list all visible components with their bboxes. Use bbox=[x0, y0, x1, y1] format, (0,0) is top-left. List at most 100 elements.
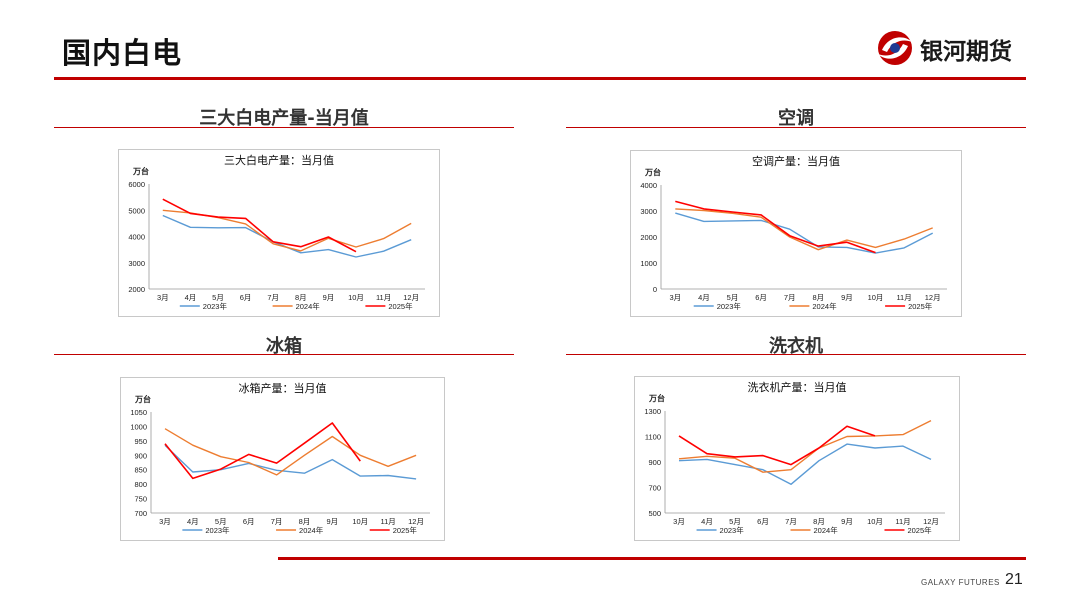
x-tick-label: 4月 bbox=[187, 517, 199, 526]
legend-label: 2023年 bbox=[720, 525, 745, 535]
y-axis-unit: 万台 bbox=[134, 394, 151, 404]
x-tick-label: 3月 bbox=[157, 293, 169, 302]
y-tick-label: 850 bbox=[134, 466, 147, 475]
x-tick-label: 10月 bbox=[867, 517, 883, 526]
series-line-2024年 bbox=[675, 208, 933, 251]
x-tick-label: 5月 bbox=[212, 293, 224, 302]
x-tick-label: 6月 bbox=[240, 293, 252, 302]
x-tick-label: 12月 bbox=[925, 293, 941, 302]
section-divider bbox=[54, 354, 514, 355]
y-axis-unit: 万台 bbox=[648, 393, 665, 403]
series-line-2023年 bbox=[164, 444, 417, 480]
y-tick-label: 750 bbox=[134, 495, 147, 504]
x-tick-label: 12月 bbox=[923, 517, 939, 526]
y-tick-label: 0 bbox=[653, 285, 657, 294]
y-tick-label: 800 bbox=[134, 480, 147, 489]
section-heading-total: 三大白电产量-当月值 bbox=[199, 108, 369, 129]
y-tick-label: 4000 bbox=[128, 233, 145, 242]
section-divider bbox=[566, 354, 1026, 355]
x-tick-label: 3月 bbox=[673, 517, 685, 526]
page-number: 21 bbox=[1005, 571, 1023, 588]
x-tick-label: 7月 bbox=[784, 293, 796, 302]
x-tick-label: 5月 bbox=[727, 293, 739, 302]
x-tick-label: 10月 bbox=[348, 293, 364, 302]
x-tick-label: 5月 bbox=[215, 517, 227, 526]
legend-label: 2025年 bbox=[388, 301, 413, 311]
section-heading-fridge: 冰箱 bbox=[266, 336, 302, 357]
legend-label: 2025年 bbox=[393, 525, 418, 535]
section-divider bbox=[566, 127, 1026, 128]
series-line-2025年 bbox=[164, 422, 361, 480]
series-line-2024年 bbox=[164, 428, 417, 476]
brand-name: 银河期货 bbox=[920, 39, 1012, 65]
x-tick-label: 8月 bbox=[295, 293, 307, 302]
chart-title: 洗衣机产量：当月值 bbox=[748, 380, 847, 394]
x-tick-label: 4月 bbox=[185, 293, 197, 302]
chart-title: 冰箱产量：当月值 bbox=[239, 381, 327, 395]
page-title: 国内白电 bbox=[62, 36, 183, 70]
y-tick-label: 1050 bbox=[130, 408, 147, 417]
x-tick-label: 5月 bbox=[729, 517, 741, 526]
chart-panel-fridge: 冰箱产量：当月值 万台 700 750 800 850 900 950 1000 1050 3月 4月… bbox=[120, 377, 445, 541]
x-tick-label: 7月 bbox=[267, 293, 279, 302]
section-heading-washer: 洗衣机 bbox=[769, 336, 823, 357]
chart-panel-aircon: 空调产量：当月值 万台 0 1000 2000 3000 4000 3月 4月 5月 6月 7月 8月 9… bbox=[630, 150, 962, 317]
x-tick-label: 11月 bbox=[895, 517, 910, 526]
y-tick-label: 6000 bbox=[128, 180, 145, 189]
x-tick-label: 6月 bbox=[243, 517, 255, 526]
x-tick-label: 10月 bbox=[352, 517, 368, 526]
y-tick-label: 900 bbox=[134, 451, 147, 460]
section-heading-aircon: 空调 bbox=[778, 108, 814, 129]
legend-label: 2024年 bbox=[296, 301, 321, 311]
legend-label: 2023年 bbox=[205, 525, 230, 535]
legend-label: 2025年 bbox=[908, 301, 933, 311]
footer-divider bbox=[278, 557, 1026, 560]
brand-logo: 银河期货 bbox=[874, 28, 1034, 68]
y-axis-unit: 万台 bbox=[644, 167, 661, 177]
x-tick-label: 9月 bbox=[841, 517, 853, 526]
series-line-2023年 bbox=[678, 443, 932, 486]
series-line-2025年 bbox=[162, 198, 357, 253]
x-tick-label: 8月 bbox=[813, 517, 825, 526]
y-tick-label: 700 bbox=[648, 484, 661, 493]
series-line-2024年 bbox=[678, 419, 932, 473]
x-tick-label: 3月 bbox=[159, 517, 171, 526]
x-tick-label: 8月 bbox=[812, 293, 824, 302]
footer-brand: GALAXY FUTURES bbox=[921, 578, 1000, 587]
legend-label: 2024年 bbox=[812, 301, 837, 311]
galaxy-logo-icon bbox=[878, 31, 912, 65]
series-line-2025年 bbox=[675, 200, 876, 254]
y-tick-label: 1100 bbox=[645, 433, 661, 442]
x-tick-label: 4月 bbox=[698, 293, 710, 302]
section-divider bbox=[54, 127, 514, 128]
x-tick-label: 8月 bbox=[299, 517, 311, 526]
x-tick-label: 7月 bbox=[785, 517, 797, 526]
series-line-2025年 bbox=[678, 425, 876, 466]
series-line-2023年 bbox=[162, 214, 412, 258]
x-tick-label: 12月 bbox=[408, 517, 424, 526]
chart-panel-total: 三大白电产量：当月值万台 2000 3000 4000 5000 6000 3月 4月 5月 6月… bbox=[118, 149, 440, 317]
y-tick-label: 5000 bbox=[128, 206, 145, 215]
x-tick-label: 7月 bbox=[271, 517, 283, 526]
y-tick-label: 900 bbox=[648, 458, 661, 467]
y-tick-label: 1000 bbox=[130, 422, 147, 431]
y-tick-label: 1000 bbox=[640, 259, 657, 268]
x-tick-label: 9月 bbox=[841, 293, 853, 302]
x-tick-label: 6月 bbox=[755, 293, 767, 302]
chart-title: 三大白电产量：当月值 bbox=[224, 153, 334, 167]
y-tick-label: 1300 bbox=[644, 407, 661, 416]
y-axis-unit: 万台 bbox=[132, 166, 149, 176]
legend-label: 2025年 bbox=[907, 525, 932, 535]
chart-title: 空调产量：当月值 bbox=[752, 154, 840, 168]
x-tick-label: 11月 bbox=[376, 293, 391, 302]
legend-label: 2024年 bbox=[814, 525, 839, 535]
y-tick-label: 3000 bbox=[128, 259, 145, 268]
y-tick-label: 2000 bbox=[640, 233, 657, 242]
x-tick-label: 6月 bbox=[757, 517, 769, 526]
y-tick-label: 700 bbox=[134, 509, 147, 518]
y-tick-label: 2000 bbox=[128, 285, 145, 294]
x-tick-label: 11月 bbox=[381, 517, 396, 526]
x-tick-label: 10月 bbox=[868, 293, 884, 302]
